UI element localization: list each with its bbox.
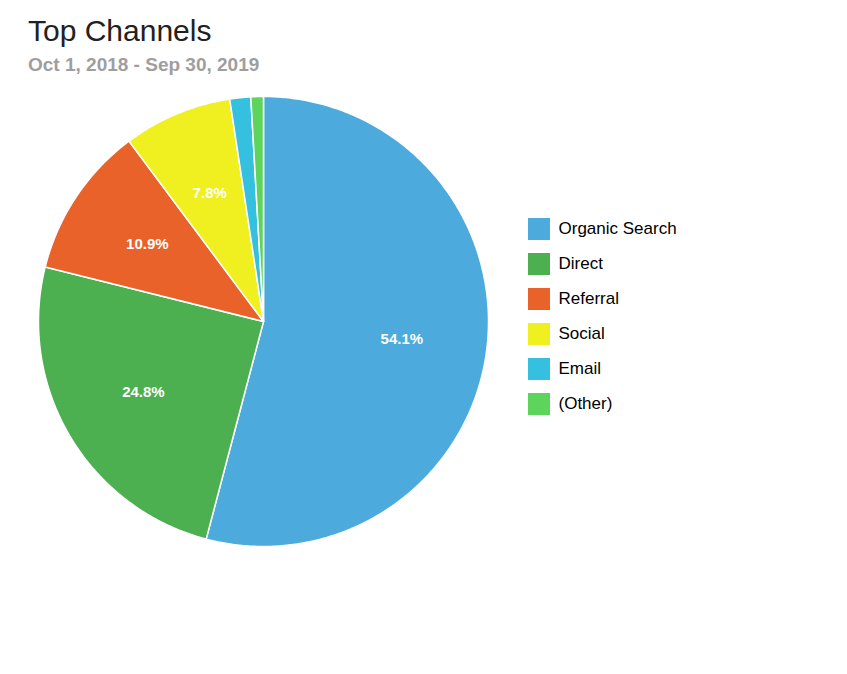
svg-text:54.1%: 54.1% xyxy=(381,330,424,347)
html-text:Referral: Referral xyxy=(558,288,619,308)
html-text:Direct: Direct xyxy=(558,253,603,273)
html-text:Social: Social xyxy=(558,323,605,343)
html-text:Email: Email xyxy=(558,358,601,378)
html-text:Organic Search: Organic Search xyxy=(558,218,677,238)
svg-text:10.9%: 10.9% xyxy=(126,235,169,252)
svg-text:7.8%: 7.8% xyxy=(193,184,227,201)
html-text:Top Channels: Top Channels xyxy=(28,14,212,47)
html-text:(Other): (Other) xyxy=(558,393,613,413)
html-text:Oct 1, 2018 - Sep 30, 2019: Oct 1, 2018 - Sep 30, 2019 xyxy=(28,54,260,75)
svg-text:24.8%: 24.8% xyxy=(122,383,165,400)
